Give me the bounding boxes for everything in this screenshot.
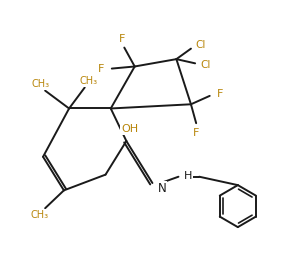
Text: F: F xyxy=(217,89,223,99)
Text: Cl: Cl xyxy=(195,41,206,50)
Text: N: N xyxy=(158,182,166,195)
Text: F: F xyxy=(119,34,126,44)
Text: H: H xyxy=(184,171,192,181)
Text: F: F xyxy=(98,64,105,74)
Text: Cl: Cl xyxy=(200,60,211,70)
Text: F: F xyxy=(193,128,199,138)
Text: CH₃: CH₃ xyxy=(80,76,98,86)
Text: CH₃: CH₃ xyxy=(32,79,50,89)
Text: OH: OH xyxy=(121,125,138,134)
Text: CH₃: CH₃ xyxy=(31,210,49,219)
